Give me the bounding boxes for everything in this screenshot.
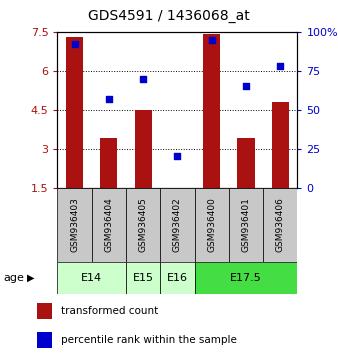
Text: GDS4591 / 1436068_at: GDS4591 / 1436068_at (88, 9, 250, 23)
Point (72, 41, 77, 47)
Text: E14: E14 (81, 273, 102, 283)
FancyBboxPatch shape (229, 188, 263, 262)
Text: GSM936401: GSM936401 (242, 197, 250, 252)
Text: GSM936403: GSM936403 (70, 197, 79, 252)
Point (141, 76, 146, 81)
Text: E15: E15 (133, 273, 154, 283)
Point (277, 63, 283, 69)
Text: GSM936406: GSM936406 (276, 197, 285, 252)
FancyBboxPatch shape (160, 188, 195, 262)
Point (209, 37, 214, 42)
Text: transformed count: transformed count (61, 306, 158, 316)
Bar (37, 332, 52, 348)
Text: E17.5: E17.5 (230, 273, 262, 283)
Text: E16: E16 (167, 273, 188, 283)
Point (243, 84, 249, 89)
Bar (66, 37, 83, 188)
Point (106, 96, 112, 102)
Text: age: age (3, 273, 24, 283)
FancyBboxPatch shape (126, 188, 160, 262)
FancyBboxPatch shape (57, 188, 92, 262)
Bar (135, 110, 152, 188)
FancyBboxPatch shape (57, 262, 126, 294)
Text: GSM936405: GSM936405 (139, 197, 148, 252)
FancyBboxPatch shape (263, 188, 297, 262)
Text: GSM936402: GSM936402 (173, 198, 182, 252)
Bar (100, 138, 117, 188)
Text: GSM936400: GSM936400 (207, 197, 216, 252)
Bar (237, 138, 255, 188)
FancyBboxPatch shape (92, 188, 126, 262)
Point (175, 154, 180, 159)
Bar (203, 34, 220, 188)
FancyBboxPatch shape (195, 262, 297, 294)
FancyBboxPatch shape (160, 262, 195, 294)
Text: ▶: ▶ (27, 273, 34, 283)
Bar (37, 303, 52, 319)
FancyBboxPatch shape (126, 262, 160, 294)
FancyBboxPatch shape (195, 188, 229, 262)
Bar (272, 102, 289, 188)
Text: percentile rank within the sample: percentile rank within the sample (61, 335, 237, 346)
Text: GSM936404: GSM936404 (104, 198, 113, 252)
